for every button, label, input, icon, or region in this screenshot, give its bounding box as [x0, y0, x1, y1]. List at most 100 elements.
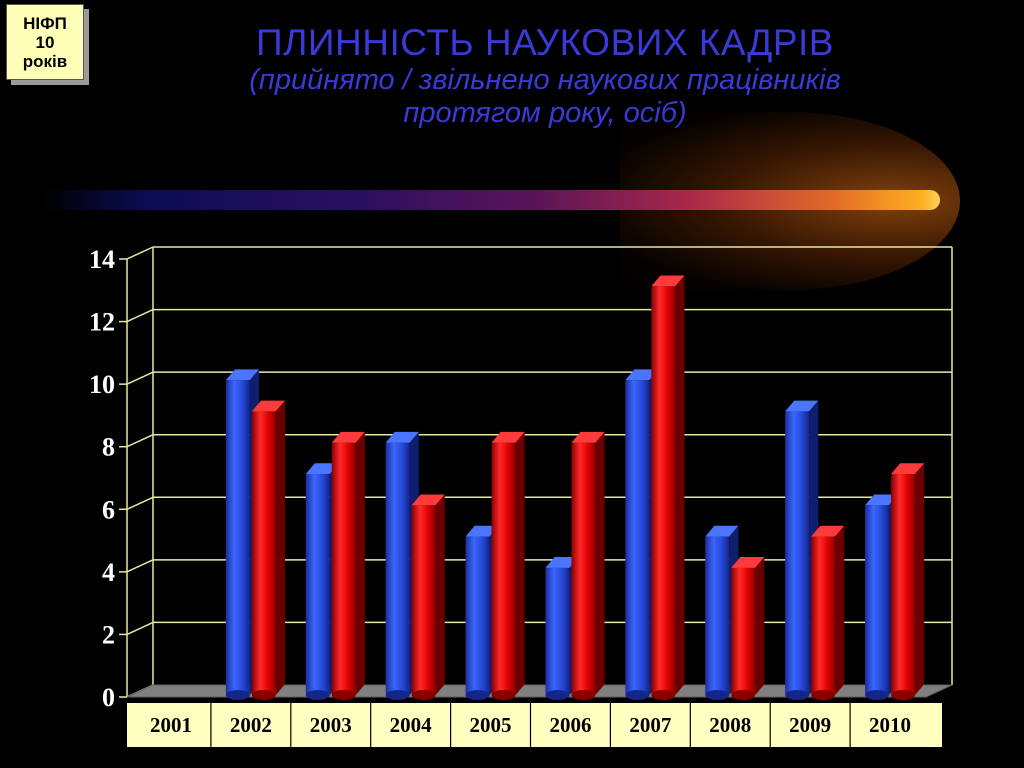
bar-top	[491, 431, 525, 443]
bar-base	[625, 690, 650, 700]
bar-top	[625, 369, 659, 381]
bar-base	[891, 690, 916, 700]
bar-top	[251, 400, 285, 412]
x-tick-label: 2001	[150, 713, 192, 737]
bar-base	[545, 690, 570, 700]
bar-body	[385, 442, 410, 695]
bar-side	[275, 400, 285, 695]
bar-base	[465, 690, 490, 700]
bar-base	[251, 690, 276, 700]
bar-top	[225, 369, 259, 381]
bar-base	[705, 690, 730, 700]
bar-body	[571, 442, 596, 695]
bar-dismissed-2010	[891, 463, 925, 700]
bar-top	[865, 494, 899, 506]
bar-dismissed-2005	[491, 431, 525, 700]
bar-body	[865, 505, 890, 695]
bar-dismissed-2007	[651, 275, 685, 700]
bar-base	[225, 690, 250, 700]
bar-base	[811, 690, 836, 700]
bar-body	[785, 411, 810, 695]
bar-base	[731, 690, 756, 700]
bar-base	[411, 690, 436, 700]
bar-body	[305, 474, 330, 695]
category-axis-band	[127, 703, 942, 747]
bar-body	[705, 536, 730, 695]
gridline-depth	[126, 621, 154, 636]
bar-body	[651, 286, 676, 695]
bar-base	[571, 690, 596, 700]
bar-body	[731, 567, 756, 695]
slide-title-block: ПЛИННІСТЬ НАУКОВИХ КАДРІВ (прийнято / зв…	[130, 22, 960, 130]
x-axis: 2001 2002 2003 2004 2005 2006 2007 2008 2009 2010	[127, 703, 942, 747]
bar-base	[651, 690, 676, 700]
bar-dismissed-2004	[411, 494, 445, 700]
x-tick-label: 2006	[549, 713, 591, 737]
y-tick-label: 14	[89, 245, 115, 274]
bar-base	[385, 690, 410, 700]
bar-side	[515, 431, 525, 695]
bar-base	[331, 690, 356, 700]
bar-body	[625, 380, 650, 695]
gridline-depth	[126, 308, 154, 323]
bar-base	[305, 690, 330, 700]
y-tick-label: 8	[102, 433, 115, 462]
gridline-depth	[126, 371, 154, 385]
bar-side	[835, 525, 845, 695]
x-tick-label: 2003	[310, 713, 352, 737]
badge-line-2: 10	[35, 32, 55, 52]
bar-dismissed-2006	[571, 431, 605, 700]
bar-dismissed-2009	[811, 525, 845, 700]
bar-top	[891, 463, 925, 474]
y-tick-label: 10	[89, 370, 115, 399]
decorative-glow-line	[40, 190, 940, 210]
bar-base	[785, 690, 810, 700]
bar-body	[491, 442, 516, 695]
x-tick-label: 2005	[470, 713, 512, 737]
chart-subtitle-line-1: (прийнято / звільнено наукових працівник…	[249, 64, 841, 96]
x-tick-label: 2008	[709, 713, 751, 737]
gridline-depth	[126, 246, 154, 260]
bar-body	[891, 474, 916, 695]
bar-top	[811, 525, 845, 537]
y-tick-label: 4	[102, 558, 115, 587]
bar-body	[545, 567, 570, 695]
bar-side	[755, 557, 765, 695]
bar-dismissed-2003	[331, 431, 365, 700]
bar-base	[865, 690, 890, 700]
bar-top	[651, 275, 685, 287]
x-tick-label: 2010	[869, 713, 911, 737]
x-tick-label: 2004	[390, 713, 433, 737]
bar-body	[225, 380, 250, 695]
bar-body	[411, 505, 436, 695]
x-tick-label: 2007	[629, 713, 671, 737]
chart-bars	[225, 275, 925, 700]
gridline-depth	[126, 559, 154, 573]
bar-body	[331, 442, 356, 695]
y-tick-label: 0	[102, 683, 115, 712]
bar-top	[411, 494, 445, 506]
bar-top	[705, 525, 739, 537]
bar-side	[915, 463, 925, 695]
bar-side	[675, 275, 685, 695]
gridline-depth	[126, 434, 154, 448]
x-tick-label: 2002	[230, 713, 272, 737]
bar-top	[385, 431, 419, 443]
bar-dismissed-2008	[731, 557, 765, 700]
bar-body	[251, 411, 276, 695]
x-tick-label: 2009	[789, 713, 831, 737]
bar-top	[785, 400, 819, 412]
bar-base	[491, 690, 516, 700]
bar-top	[571, 431, 605, 443]
bar-dismissed-2002	[251, 400, 285, 700]
y-tick-label: 12	[89, 308, 115, 337]
bar-top	[731, 557, 765, 568]
badge-line-1: НІФП	[23, 13, 67, 33]
bar-body	[811, 536, 836, 695]
bar-body	[465, 536, 490, 695]
y-tick-label: 2	[102, 620, 115, 649]
y-tick-label: 6	[102, 495, 115, 524]
bar-side	[435, 494, 445, 695]
nifp-badge: НІФП 10 років	[6, 4, 84, 80]
